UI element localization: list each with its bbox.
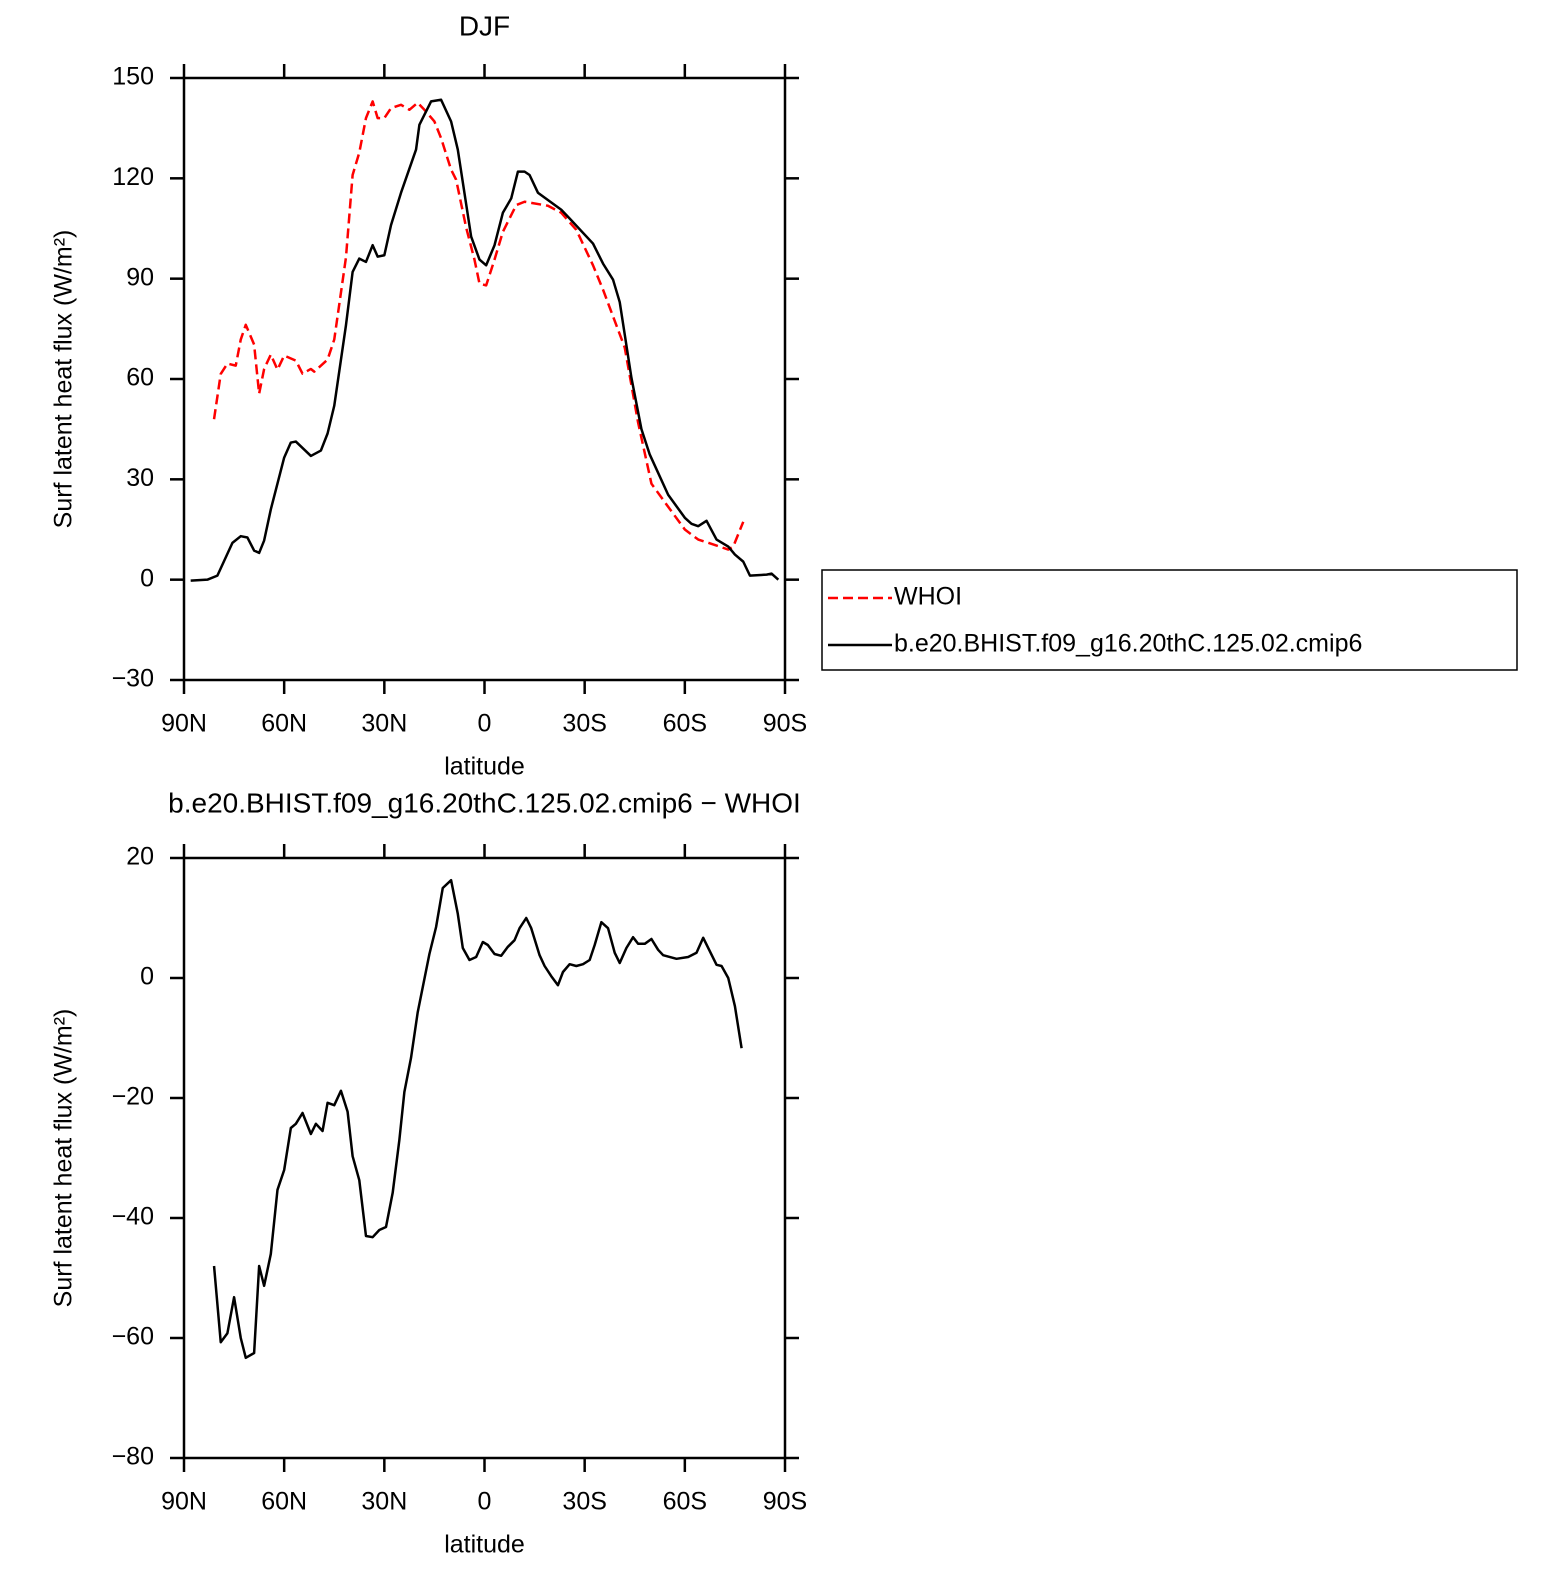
x-tick-label: 0 bbox=[478, 710, 492, 738]
x-tick-label: 90N bbox=[161, 1488, 207, 1516]
x-tick-label: 60N bbox=[261, 1488, 307, 1516]
y-tick-label: 150 bbox=[112, 63, 154, 91]
plot-frame bbox=[182, 856, 787, 1460]
y-tick-label: 60 bbox=[126, 364, 154, 392]
y-tick-label: 30 bbox=[126, 464, 154, 492]
x-tick-label: 60S bbox=[663, 710, 707, 738]
y-tick-label: −20 bbox=[112, 1083, 154, 1111]
y-tick-label: −60 bbox=[112, 1323, 154, 1351]
y-tick-label: 20 bbox=[126, 843, 154, 871]
x-tick-label: 30S bbox=[562, 1488, 606, 1516]
x-tick-label: 0 bbox=[478, 1488, 492, 1516]
x-axis-label: latitude bbox=[444, 753, 525, 781]
data-line bbox=[212, 878, 743, 1360]
y-axis-label: Surf latent heat flux (W/m²) bbox=[50, 1009, 78, 1308]
legend-box bbox=[821, 569, 1518, 671]
chart-title: b.e20.BHIST.f09_g16.20thC.125.02.cmip6 −… bbox=[168, 787, 801, 818]
y-tick-label: −80 bbox=[112, 1443, 154, 1471]
plot-frame bbox=[182, 76, 787, 682]
x-tick-label: 30N bbox=[361, 1488, 407, 1516]
y-tick-label: −40 bbox=[112, 1203, 154, 1231]
y-tick-label: 120 bbox=[112, 163, 154, 191]
x-axis-label: latitude bbox=[444, 1531, 525, 1559]
y-axis-label: Surf latent heat flux (W/m²) bbox=[50, 230, 78, 529]
x-tick-label: 60N bbox=[261, 710, 307, 738]
y-tick-label: 90 bbox=[126, 263, 154, 291]
data-line bbox=[190, 98, 780, 582]
data-line bbox=[212, 100, 745, 551]
y-tick-label: 0 bbox=[140, 564, 154, 592]
x-tick-label: 90S bbox=[763, 1488, 807, 1516]
x-tick-label: 30N bbox=[361, 710, 407, 738]
x-tick-label: 90N bbox=[161, 710, 207, 738]
x-tick-label: 60S bbox=[663, 1488, 707, 1516]
legend-label: WHOI bbox=[894, 583, 962, 611]
legend-label: b.e20.BHIST.f09_g16.20thC.125.02.cmip6 bbox=[894, 630, 1362, 658]
x-tick-label: 30S bbox=[562, 710, 606, 738]
y-tick-label: 0 bbox=[140, 963, 154, 991]
y-tick-label: −30 bbox=[112, 665, 154, 693]
x-tick-label: 90S bbox=[763, 710, 807, 738]
chart-title: DJF bbox=[459, 10, 510, 41]
